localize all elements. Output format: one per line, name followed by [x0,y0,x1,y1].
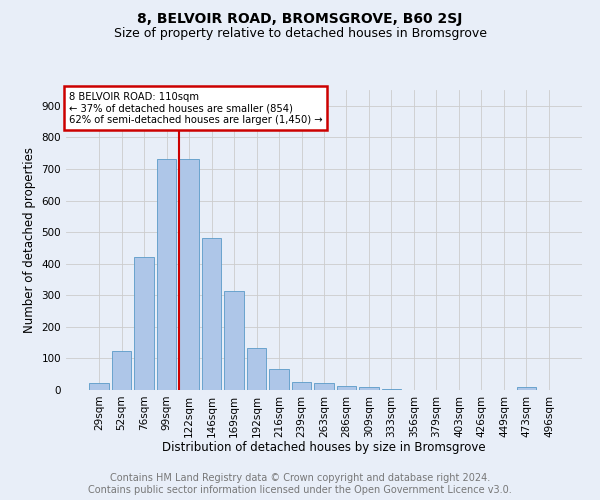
Bar [269,370,289,390]
Bar [112,352,131,390]
Bar [292,382,311,390]
Bar [134,258,154,390]
Bar [359,388,379,390]
Bar [314,383,334,390]
Bar [157,160,176,390]
Bar [202,238,221,390]
Text: 8 BELVOIR ROAD: 110sqm
← 37% of detached houses are smaller (854)
62% of semi-de: 8 BELVOIR ROAD: 110sqm ← 37% of detached… [68,92,322,124]
Bar [337,386,356,390]
Bar [89,383,109,390]
Bar [247,348,266,390]
Text: Contains HM Land Registry data © Crown copyright and database right 2024.
Contai: Contains HM Land Registry data © Crown c… [88,474,512,495]
Bar [179,160,199,390]
Y-axis label: Number of detached properties: Number of detached properties [23,147,36,333]
Text: Size of property relative to detached houses in Bromsgrove: Size of property relative to detached ho… [113,28,487,40]
Bar [517,388,536,390]
Text: Distribution of detached houses by size in Bromsgrove: Distribution of detached houses by size … [162,441,486,454]
Text: 8, BELVOIR ROAD, BROMSGROVE, B60 2SJ: 8, BELVOIR ROAD, BROMSGROVE, B60 2SJ [137,12,463,26]
Bar [224,292,244,390]
